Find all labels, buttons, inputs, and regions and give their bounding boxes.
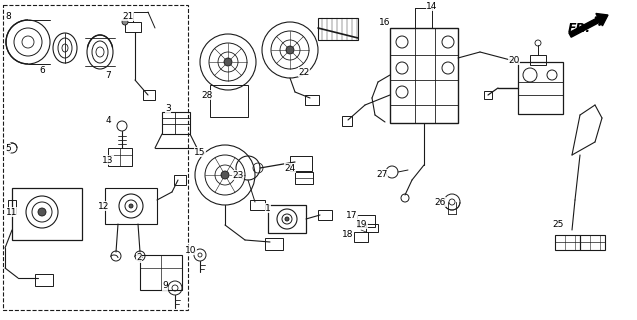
Bar [143,90,155,100]
Bar [484,91,492,99]
Bar [12,188,82,240]
Text: 10: 10 [185,245,197,254]
Bar [250,200,265,210]
Text: 3: 3 [165,103,171,113]
Text: 8: 8 [5,12,11,20]
Bar [342,116,352,126]
Bar [105,188,157,224]
Text: 14: 14 [426,2,438,11]
Circle shape [285,217,289,221]
Bar [210,85,248,117]
Bar [162,112,190,134]
Text: 16: 16 [379,18,390,27]
Circle shape [129,204,133,208]
Text: FR.: FR. [568,21,591,35]
Circle shape [122,19,128,25]
Text: 9: 9 [162,282,168,291]
Bar [530,55,546,65]
Circle shape [224,58,232,66]
Circle shape [286,46,294,54]
Circle shape [38,208,46,216]
Text: 23: 23 [233,171,244,180]
Text: 2: 2 [136,253,142,262]
Text: 1: 1 [265,204,271,212]
Bar [390,28,458,123]
Bar [268,205,306,233]
Bar [8,200,16,214]
Bar [518,62,563,114]
Bar [305,95,319,105]
Text: 5: 5 [5,143,11,153]
Text: 11: 11 [6,207,18,217]
Text: 17: 17 [347,211,358,220]
Text: 6: 6 [39,66,45,75]
Text: 13: 13 [103,156,114,164]
Text: 19: 19 [356,220,368,228]
Bar [318,18,358,40]
Text: 28: 28 [201,91,213,100]
Text: 12: 12 [98,202,110,211]
Text: 22: 22 [298,68,310,76]
Text: 20: 20 [508,55,520,65]
Text: 4: 4 [105,116,111,124]
Bar [318,210,332,220]
FancyArrow shape [569,13,608,37]
Bar [125,22,141,32]
Text: 26: 26 [434,197,446,206]
Bar [174,175,186,185]
Bar [295,172,313,184]
Bar [290,156,312,171]
Bar [580,235,605,250]
Bar [366,224,378,232]
Circle shape [221,171,229,179]
Bar [35,274,53,286]
Text: 15: 15 [194,148,206,156]
Bar [3,5,188,310]
Text: 24: 24 [284,164,296,172]
Bar [140,255,182,290]
Text: 21: 21 [122,12,134,20]
Bar [357,215,375,227]
Text: 18: 18 [342,229,354,238]
Bar [108,148,132,166]
Bar [354,232,368,242]
Bar [555,235,580,250]
Text: 25: 25 [552,220,564,228]
Bar [265,238,283,250]
Text: 7: 7 [105,70,111,79]
Text: 27: 27 [376,170,388,179]
